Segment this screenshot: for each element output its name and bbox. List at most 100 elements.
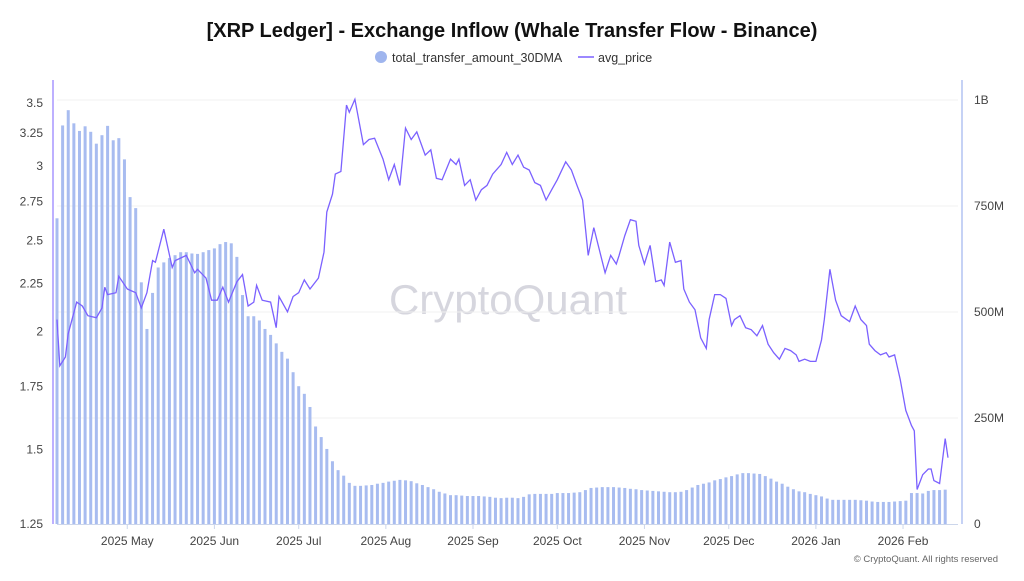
bar [482,496,486,524]
bar [651,490,655,524]
bar [336,470,340,524]
bar [493,497,497,524]
x-tick-label: 2025 Dec [703,534,754,548]
bar [246,316,250,524]
bar [499,498,503,524]
bar [864,500,868,524]
bar [325,448,329,524]
bar [111,140,115,524]
bar [881,501,885,524]
bar [634,489,638,524]
watermark: CryptoQuant [389,276,627,323]
bar [392,480,396,524]
bar [527,494,531,524]
bar [432,489,436,524]
bar [853,499,857,524]
bar [707,482,711,524]
bar [685,490,689,524]
bar [589,487,593,524]
bar [409,481,413,524]
legend-line-label: avg_price [598,51,652,65]
bar [364,485,368,524]
bar [443,493,447,524]
bar [803,492,807,524]
bar [735,474,739,524]
left-axis-ticks: 3.5 3.25 3 2.75 2.5 2.25 2 1.75 1.5 1.25 [20,96,44,531]
bar [330,461,334,524]
right-axis-ticks: 1B 750M 500M 250M 0 [974,93,1004,531]
bar [544,493,548,524]
legend-item-bars[interactable]: total_transfer_amount_30DMA [375,51,563,65]
bar [836,499,840,524]
bar [578,492,582,524]
right-tick-label: 750M [974,199,1004,213]
bar [128,197,132,524]
bar [134,208,138,524]
left-tick-label: 3.25 [20,126,44,140]
bar [842,499,846,524]
bar [831,499,835,524]
bar [623,487,627,524]
bar [668,492,672,524]
bar [701,483,705,524]
bar [269,334,273,524]
bar [477,496,481,524]
bar [454,495,458,524]
bar [909,493,913,524]
bar [285,358,289,524]
bar [898,501,902,524]
bar [763,476,767,524]
bar [72,123,76,524]
bar [848,499,852,524]
axes [52,80,963,525]
bar [359,485,363,524]
bar [173,255,177,524]
bar [314,426,318,524]
bar [808,493,812,524]
bar [229,243,233,524]
bar [696,484,700,524]
right-tick-label: 0 [974,517,981,531]
left-tick-label: 1.5 [26,442,43,456]
bar [263,328,267,524]
bar [533,493,537,524]
bar [55,218,59,524]
bar [876,501,880,524]
chart-title: [XRP Ledger] - Exchange Inflow (Whale Tr… [207,20,818,42]
bar [257,320,261,524]
bar [679,491,683,524]
bar [921,493,925,524]
bar [139,282,143,524]
bar [791,489,795,524]
bar [561,493,565,524]
bar [66,110,70,525]
bar [117,138,121,524]
bar [746,473,750,524]
left-tick-label: 2.5 [26,233,43,247]
left-tick-label: 2.75 [20,194,44,208]
bar [617,487,621,524]
bar [184,252,188,524]
bar [347,482,351,524]
bar [342,475,346,524]
right-tick-label: 250M [974,411,1004,425]
bar [308,406,312,524]
bar [100,135,104,524]
legend-bar-label: total_transfer_amount_30DMA [392,51,563,65]
bar [122,159,126,525]
bar [893,501,897,524]
bar [179,252,183,524]
bar [550,493,554,524]
left-tick-label: 1.75 [20,379,44,393]
bar [207,250,211,524]
bar [151,292,155,524]
x-tick-label: 2025 Jun [190,534,239,548]
x-tick-label: 2025 Oct [533,534,582,548]
left-tick-label: 1.25 [20,517,44,531]
x-tick-label: 2025 Sep [447,534,499,548]
legend-item-line[interactable]: avg_price [578,51,652,65]
bar [713,480,717,524]
legend-bar-marker [375,51,387,63]
bar [943,489,947,524]
bar [859,500,863,524]
